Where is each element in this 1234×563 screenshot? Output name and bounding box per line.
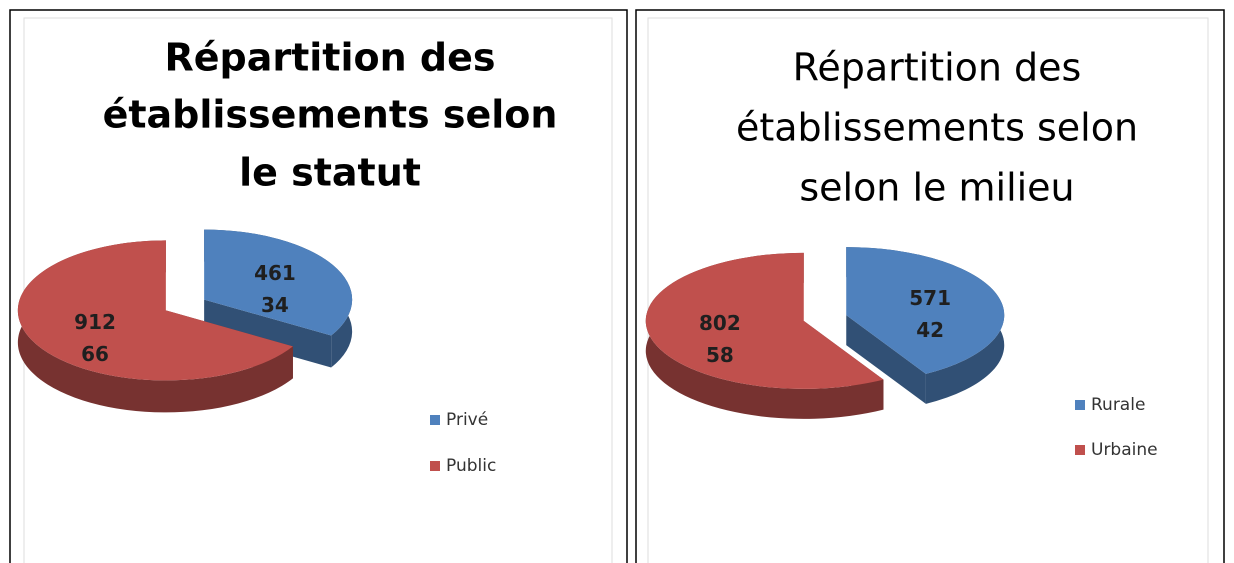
slice [645, 252, 884, 389]
legend-label: Public [446, 456, 496, 476]
slice-side [846, 315, 926, 404]
legend-swatch [430, 415, 440, 425]
legend-swatch [1075, 400, 1085, 410]
chart-title: selon le milieu [799, 166, 1074, 210]
chart-title: Répartition des [165, 36, 496, 80]
data-label: 58 [706, 343, 734, 367]
legend-label: Privé [446, 410, 488, 430]
slice [17, 240, 293, 381]
cell-right [635, 9, 1225, 563]
slice-side [204, 299, 332, 368]
data-label: 42 [916, 318, 944, 342]
legend-swatch [1075, 445, 1085, 455]
slice [204, 229, 353, 336]
legend-label: Urbaine [1091, 440, 1158, 460]
chart-title: le statut [239, 151, 421, 195]
cell-left [9, 9, 628, 563]
data-label: 571 [909, 286, 951, 310]
data-label: 461 [254, 261, 296, 285]
chart-title: établissements selon [736, 106, 1138, 150]
legend-swatch [430, 461, 440, 471]
legend-label: Rurale [1091, 395, 1145, 415]
chart-title: établissements selon [103, 93, 558, 137]
data-label: 34 [261, 293, 289, 317]
data-label: 66 [81, 342, 109, 366]
data-label: 802 [699, 311, 741, 335]
chart-title: Répartition des [793, 46, 1082, 90]
slice [846, 247, 1005, 374]
data-label: 912 [74, 310, 116, 334]
